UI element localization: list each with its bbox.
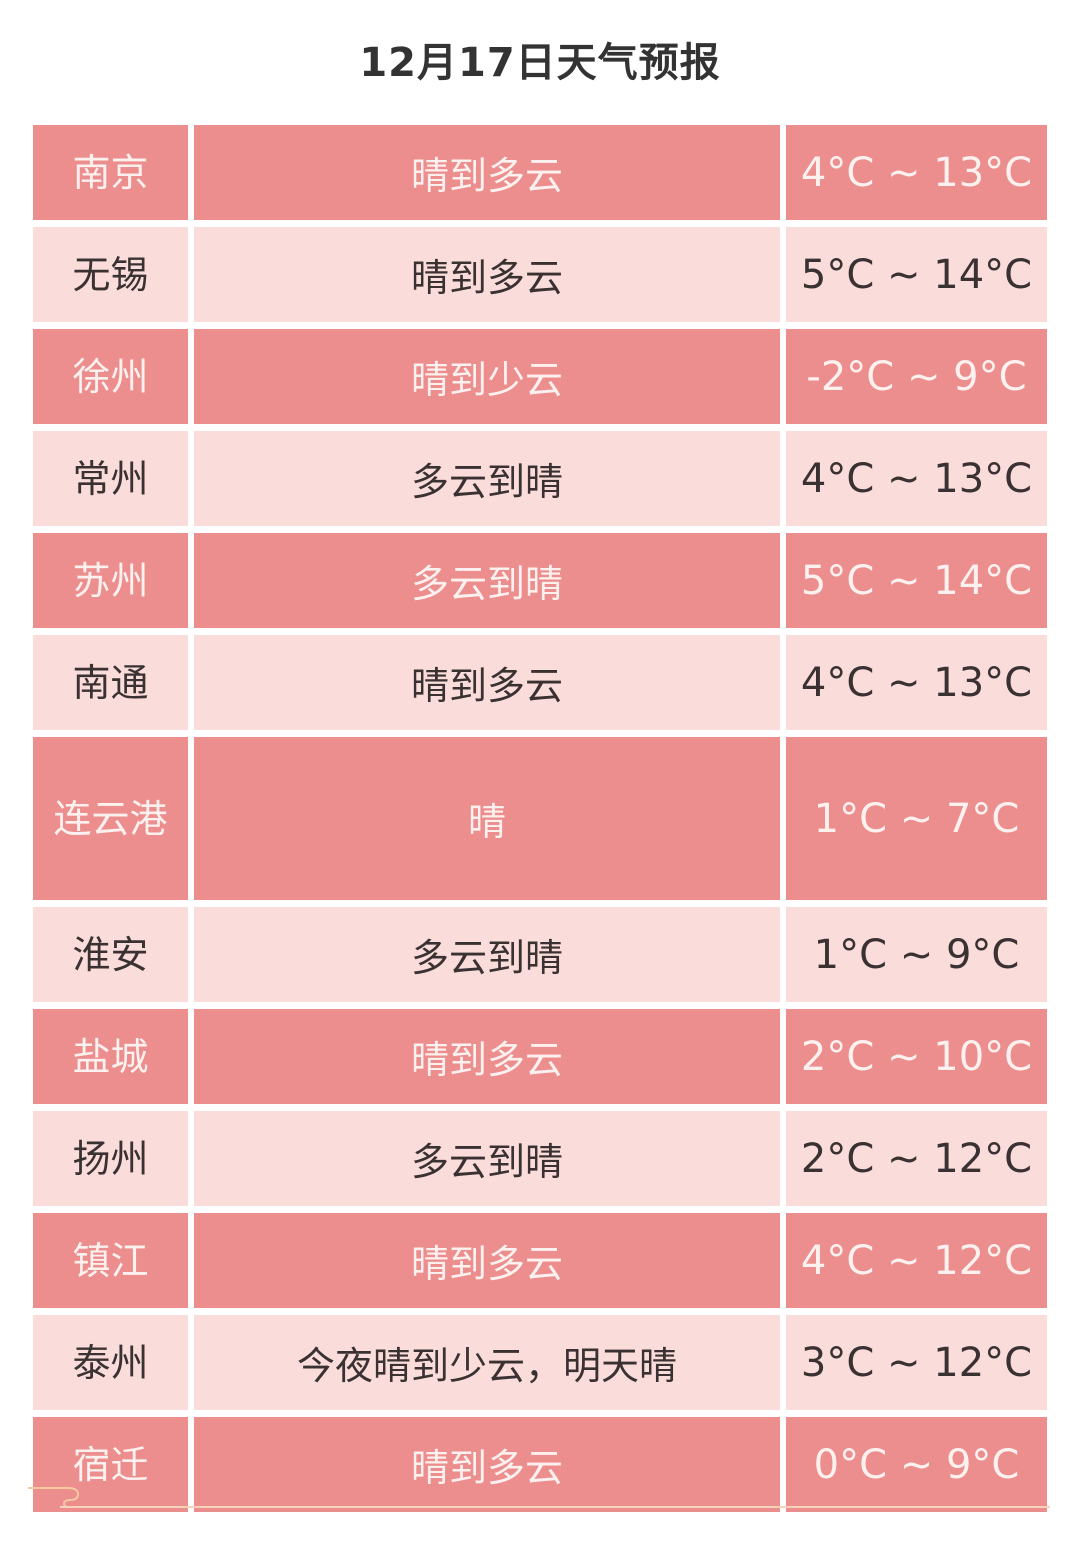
weather-cell: 晴	[194, 737, 780, 900]
table-row: 盐城 晴到多云 2°C ~ 10°C	[33, 1009, 1047, 1104]
weather-cell: 多云到晴	[194, 533, 780, 628]
table-row: 徐州 晴到少云 -2°C ~ 9°C	[33, 329, 1047, 424]
weather-cell: 今夜晴到少云，明天晴	[194, 1315, 780, 1410]
table-row: 扬州 多云到晴 2°C ~ 12°C	[33, 1111, 1047, 1206]
city-cell: 苏州	[33, 533, 188, 628]
table-row: 南通 晴到多云 4°C ~ 13°C	[33, 635, 1047, 730]
weather-cell: 晴到多云	[194, 635, 780, 730]
weather-cell: 多云到晴	[194, 431, 780, 526]
temperature-cell: 5°C ~ 14°C	[786, 533, 1047, 628]
city-cell: 连云港	[33, 737, 188, 900]
table-row: 镇江 晴到多云 4°C ~ 12°C	[33, 1213, 1047, 1308]
table-row: 淮安 多云到晴 1°C ~ 9°C	[33, 907, 1047, 1002]
city-cell: 常州	[33, 431, 188, 526]
table-row: 泰州 今夜晴到少云，明天晴 3°C ~ 12°C	[33, 1315, 1047, 1410]
temperature-cell: 2°C ~ 10°C	[786, 1009, 1047, 1104]
city-cell: 徐州	[33, 329, 188, 424]
temperature-cell: 4°C ~ 13°C	[786, 125, 1047, 220]
weather-table: 南京 晴到多云 4°C ~ 13°C 无锡 晴到多云 5°C ~ 14°C 徐州 晴到少云 -2…	[33, 125, 1047, 1519]
weather-cell: 晴到多云	[194, 1213, 780, 1308]
city-cell: 南京	[33, 125, 188, 220]
city-cell: 南通	[33, 635, 188, 730]
city-cell: 淮安	[33, 907, 188, 1002]
temperature-cell: 1°C ~ 7°C	[786, 737, 1047, 900]
temperature-cell: 4°C ~ 13°C	[786, 635, 1047, 730]
city-cell: 宿迁	[33, 1417, 188, 1512]
temperature-cell: 3°C ~ 12°C	[786, 1315, 1047, 1410]
city-cell: 镇江	[33, 1213, 188, 1308]
temperature-cell: 5°C ~ 14°C	[786, 227, 1047, 322]
table-row: 苏州 多云到晴 5°C ~ 14°C	[33, 533, 1047, 628]
table-row: 常州 多云到晴 4°C ~ 13°C	[33, 431, 1047, 526]
weather-cell: 多云到晴	[194, 1111, 780, 1206]
bottom-divider	[60, 1506, 1050, 1508]
city-cell: 扬州	[33, 1111, 188, 1206]
weather-cell: 晴到多云	[194, 227, 780, 322]
table-row: 南京 晴到多云 4°C ~ 13°C	[33, 125, 1047, 220]
weather-cell: 晴到多云	[194, 125, 780, 220]
city-cell: 泰州	[33, 1315, 188, 1410]
weather-cell: 多云到晴	[194, 907, 780, 1002]
table-row: 连云港晴 1°C ~ 7°C	[33, 737, 1047, 900]
city-cell: 盐城	[33, 1009, 188, 1104]
weather-cell: 晴到少云	[194, 329, 780, 424]
temperature-cell: 4°C ~ 12°C	[786, 1213, 1047, 1308]
temperature-cell: -2°C ~ 9°C	[786, 329, 1047, 424]
temperature-cell: 4°C ~ 13°C	[786, 431, 1047, 526]
temperature-cell: 0°C ~ 9°C	[786, 1417, 1047, 1512]
city-cell: 无锡	[33, 227, 188, 322]
page-title: 12月17日天气预报	[359, 40, 721, 86]
weather-cell: 晴到多云	[194, 1009, 780, 1104]
weather-cell: 晴到多云	[194, 1417, 780, 1512]
table-row: 宿迁 晴到多云 0°C ~ 9°C	[33, 1417, 1047, 1512]
table-row: 无锡 晴到多云 5°C ~ 14°C	[33, 227, 1047, 322]
temperature-cell: 2°C ~ 12°C	[786, 1111, 1047, 1206]
temperature-cell: 1°C ~ 9°C	[786, 907, 1047, 1002]
cloud-swirl-decoration-icon	[28, 1487, 88, 1508]
